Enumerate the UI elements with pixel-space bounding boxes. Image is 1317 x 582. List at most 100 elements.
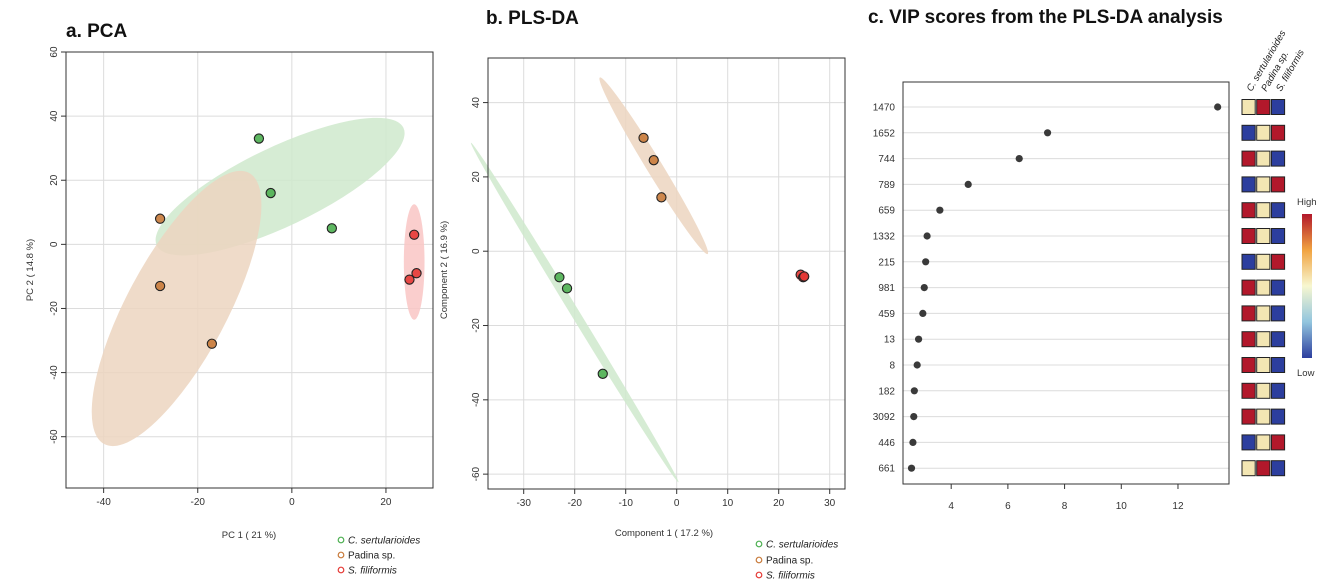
pca-confidence-ellipse bbox=[91, 170, 262, 447]
plsda-x-tick-label: 20 bbox=[773, 498, 785, 509]
pca-data-point bbox=[326, 223, 337, 234]
vip-feature-label: 661 bbox=[878, 464, 895, 475]
heatmap-cell bbox=[1241, 253, 1256, 270]
plsda-x-tick-label: -10 bbox=[618, 498, 633, 509]
plsda-legend-label: Padina sp. bbox=[766, 556, 813, 567]
vip-panel: c. VIP scores from the PLS-DA analysis 1… bbox=[868, 7, 1317, 512]
heatmap-cell bbox=[1256, 176, 1271, 193]
heatmap-cell bbox=[1256, 382, 1271, 399]
vip-score-point bbox=[964, 180, 972, 188]
heatmap-cell bbox=[1241, 382, 1256, 399]
vip-score-point bbox=[914, 335, 923, 343]
heatmap-cell bbox=[1270, 202, 1286, 219]
pca-y-tick-label: 20 bbox=[49, 174, 60, 186]
vip-x-tick-label: 8 bbox=[1062, 501, 1068, 512]
heatmap-cell bbox=[1270, 357, 1286, 373]
pca-legend: C. sertularioides Padina sp. S. filiform… bbox=[337, 536, 420, 577]
pca-panel: a. PCA -40 -20 0 20 -60 -40 -20 0 20 40 60 PC 1 (… bbox=[25, 21, 434, 577]
pca-y-tick-label: -60 bbox=[49, 429, 60, 444]
pca-data-point bbox=[154, 280, 166, 292]
plsda-y-tick-label: 20 bbox=[471, 171, 482, 183]
heatmap-cell bbox=[1241, 202, 1256, 219]
vip-feature-label: 744 bbox=[878, 154, 895, 165]
plsda-legend-item: C. sertularioides bbox=[755, 540, 838, 551]
vip-feature-label: 446 bbox=[878, 438, 895, 449]
heatmap-cell bbox=[1241, 408, 1256, 425]
vip-score-point bbox=[919, 309, 927, 317]
pca-x-axis-label: PC 1 ( 21 %) bbox=[222, 530, 276, 541]
plsda-y-axis-label: Component 2 ( 16.9 %) bbox=[439, 221, 450, 319]
plsda-data-point bbox=[638, 132, 649, 144]
heatmap-cell bbox=[1256, 150, 1271, 167]
vip-x-tick-label: 12 bbox=[1172, 501, 1184, 512]
pca-data-point bbox=[409, 229, 420, 240]
heatmap-cell bbox=[1241, 228, 1256, 244]
plsda-legend-item: Padina sp. bbox=[755, 556, 813, 567]
heatmap-cell bbox=[1256, 331, 1271, 348]
heatmap-cell bbox=[1241, 279, 1256, 296]
pca-plot-frame bbox=[65, 51, 434, 489]
plsda-y-tick-label: 0 bbox=[471, 248, 482, 254]
plsda-legend: C. sertularioides Padina sp. S. filiform… bbox=[755, 540, 838, 582]
heatmap-cell bbox=[1241, 434, 1256, 451]
pca-data-point bbox=[154, 213, 166, 224]
vip-score-point bbox=[909, 438, 917, 446]
heatmap-cell bbox=[1270, 382, 1286, 399]
plsda-legend-label: C. sertularioides bbox=[766, 540, 838, 551]
vip-feature-label: 1652 bbox=[873, 128, 896, 139]
heatmap-cell bbox=[1256, 434, 1271, 451]
heatmap-cell bbox=[1256, 305, 1271, 322]
vip-feature-label: 3092 bbox=[873, 412, 896, 423]
heatmap-cell bbox=[1270, 150, 1286, 167]
heatmap-colorbar: High Low bbox=[1297, 197, 1317, 379]
vip-x-tick-label: 10 bbox=[1116, 501, 1128, 512]
vip-feature-label: 789 bbox=[878, 180, 895, 191]
pca-legend-label: S. filiformis bbox=[348, 566, 397, 577]
plsda-plot-frame bbox=[487, 57, 846, 490]
vip-feature-label: 659 bbox=[878, 206, 895, 217]
pca-y-tick-label: 60 bbox=[49, 46, 60, 58]
pca-y-tick-label: -20 bbox=[49, 301, 60, 316]
vip-feature-label: 1332 bbox=[873, 232, 896, 243]
heatmap-cell bbox=[1270, 228, 1286, 244]
heatmap-cell bbox=[1256, 408, 1271, 425]
heatmap-cell bbox=[1241, 99, 1256, 115]
plsda-confidence-ellipse bbox=[599, 77, 709, 255]
plsda-title: b. PLS-DA bbox=[486, 8, 579, 29]
pca-x-tick-label: -40 bbox=[96, 497, 111, 508]
plsda-confidence-ellipse bbox=[470, 142, 679, 483]
heatmap-cell bbox=[1241, 460, 1256, 477]
pca-y-tick-label: -40 bbox=[49, 365, 60, 380]
vip-title: c. VIP scores from the PLS-DA analysis bbox=[868, 7, 1223, 28]
vip-score-point bbox=[1043, 129, 1052, 137]
vip-feature-label: 182 bbox=[878, 386, 895, 397]
vip-score-point bbox=[923, 232, 931, 240]
plsda-legend-item: S. filiformis bbox=[755, 571, 815, 582]
heatmap-cell bbox=[1270, 460, 1286, 477]
vip-feature-label: 981 bbox=[878, 283, 895, 294]
plsda-x-tick-label: 30 bbox=[824, 498, 836, 509]
vip-score-point bbox=[1214, 103, 1222, 111]
vip-feature-label: 215 bbox=[878, 257, 895, 268]
heatmap-cell bbox=[1256, 124, 1271, 141]
heatmap-cell bbox=[1241, 124, 1256, 141]
heatmap-cell bbox=[1270, 331, 1286, 348]
plsda-data-point bbox=[554, 272, 565, 283]
vip-score-point bbox=[913, 361, 921, 369]
plsda-data-point bbox=[799, 271, 810, 282]
plsda-legend-label: S. filiformis bbox=[766, 571, 815, 582]
vip-score-point bbox=[920, 284, 928, 292]
heatmap-cell bbox=[1241, 357, 1256, 373]
pca-legend-marker bbox=[337, 566, 345, 574]
pca-legend-item: C. sertularioides bbox=[337, 536, 420, 547]
heatmap-cell bbox=[1241, 331, 1256, 348]
plsda-y-tick-label: -60 bbox=[471, 466, 482, 481]
pca-confidence-ellipse bbox=[403, 204, 425, 320]
plsda-data-point bbox=[648, 155, 659, 166]
vip-score-point bbox=[922, 258, 930, 266]
pca-legend-item: S. filiformis bbox=[337, 566, 397, 577]
vip-feature-label: 459 bbox=[878, 309, 895, 320]
pca-x-tick-label: 0 bbox=[289, 497, 295, 508]
pca-legend-marker bbox=[337, 536, 345, 544]
